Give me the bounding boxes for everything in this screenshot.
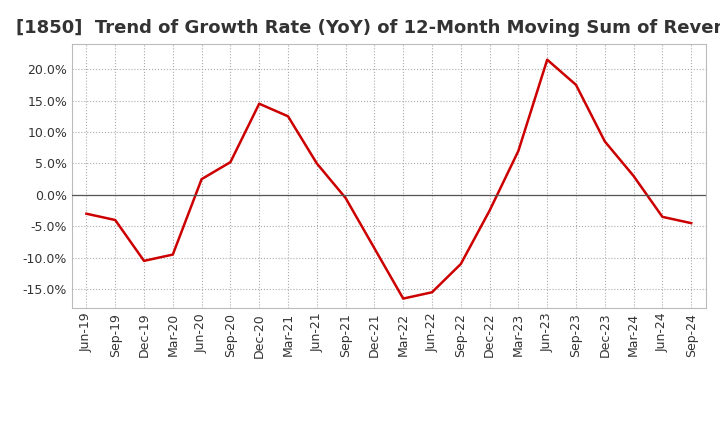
Title: [1850]  Trend of Growth Rate (YoY) of 12-Month Moving Sum of Revenues: [1850] Trend of Growth Rate (YoY) of 12-… xyxy=(16,19,720,37)
